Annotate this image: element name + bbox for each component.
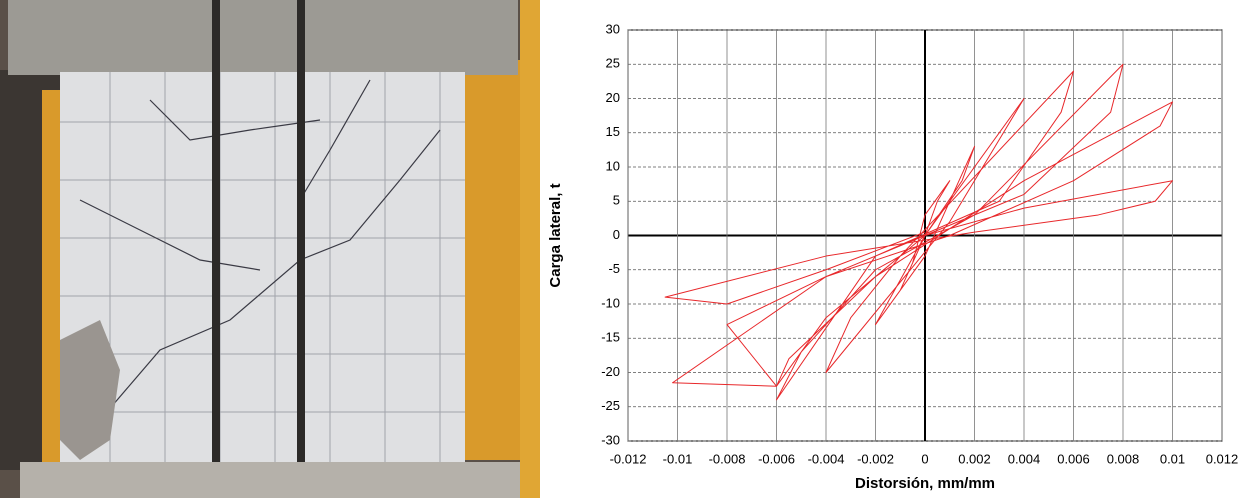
x-tick-label: -0.004 [808,451,845,466]
y-tick-label: 25 [606,56,620,71]
y-tick-label: 30 [606,21,620,36]
x-tick-label: -0.008 [709,451,746,466]
y-tick-label: 0 [613,227,620,242]
x-tick-label: -0.006 [758,451,795,466]
y-tick-label: 5 [613,193,620,208]
x-tick-label: 0 [921,451,928,466]
x-tick-label: 0.006 [1057,451,1090,466]
y-axis-label: Carga lateral, t [547,183,564,287]
x-tick-label: 0.004 [1008,451,1041,466]
x-tick-label: 0.002 [958,451,991,466]
y-tick-label: 15 [606,124,620,139]
x-tick-label: 0.01 [1160,451,1185,466]
x-tick-label: -0.01 [663,451,693,466]
x-tick-label: -0.002 [857,451,894,466]
y-tick-label: -5 [608,261,620,276]
y-tick-label: -15 [601,330,620,345]
y-tick-label: -10 [601,295,620,310]
x-tick-label: 0.012 [1206,451,1239,466]
y-tick-label: 10 [606,158,620,173]
y-tick-label: -20 [601,364,620,379]
hysteresis-curve [664,63,1173,401]
y-tick-label: -25 [601,398,620,413]
x-axis-label: Distorsión, mm/mm [855,475,995,492]
y-tick-label: 20 [606,90,620,105]
photo [0,0,540,498]
x-tick-label: -0.012 [610,451,647,466]
x-tick-label: 0.008 [1107,451,1140,466]
y-tick-label: -30 [601,432,620,447]
